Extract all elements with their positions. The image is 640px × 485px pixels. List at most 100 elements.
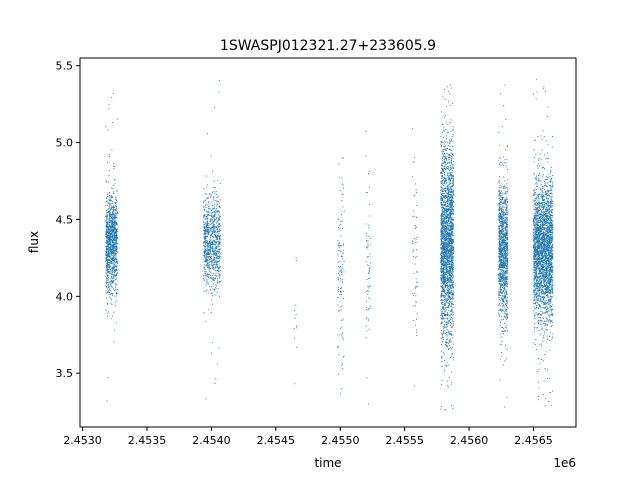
data-point xyxy=(206,265,208,267)
data-point xyxy=(507,314,509,316)
data-point xyxy=(445,340,447,342)
data-point xyxy=(204,232,206,234)
data-point xyxy=(204,267,206,269)
data-point xyxy=(445,333,447,335)
data-point xyxy=(414,183,416,185)
data-point xyxy=(446,254,448,256)
data-point xyxy=(441,169,443,171)
data-point xyxy=(448,249,450,251)
data-point xyxy=(113,192,115,194)
data-point xyxy=(203,290,205,292)
data-point xyxy=(442,235,444,237)
data-point xyxy=(206,232,208,235)
data-point xyxy=(205,260,207,262)
data-point xyxy=(107,247,109,249)
data-point xyxy=(213,191,215,193)
data-point xyxy=(214,216,216,218)
data-point xyxy=(444,204,446,206)
data-point xyxy=(215,233,217,235)
data-point xyxy=(341,157,343,159)
data-point xyxy=(449,249,452,251)
data-point xyxy=(206,224,209,226)
data-point xyxy=(205,210,207,212)
data-point xyxy=(113,244,115,246)
data-point xyxy=(210,195,212,197)
data-point xyxy=(213,106,216,108)
data-point xyxy=(218,276,220,278)
data-point xyxy=(209,275,212,277)
data-point xyxy=(446,153,448,155)
data-point xyxy=(338,287,340,289)
data-point xyxy=(447,282,449,284)
data-point xyxy=(210,155,212,157)
data-point xyxy=(115,244,117,246)
data-point xyxy=(447,132,449,134)
data-point xyxy=(212,283,214,285)
data-point xyxy=(206,273,208,275)
data-point xyxy=(443,259,445,261)
data-point xyxy=(414,225,416,227)
data-point xyxy=(217,219,219,221)
data-point xyxy=(440,270,442,272)
data-point xyxy=(213,251,215,253)
data-point xyxy=(113,267,115,269)
data-point xyxy=(441,255,444,257)
data-point xyxy=(443,153,445,155)
data-point xyxy=(204,241,206,243)
data-point xyxy=(448,277,450,279)
data-point xyxy=(442,241,444,243)
data-point xyxy=(212,196,215,198)
data-point xyxy=(107,282,109,284)
data-point xyxy=(452,232,454,234)
data-point xyxy=(442,299,444,302)
data-point xyxy=(211,280,213,282)
data-point xyxy=(446,268,448,270)
data-point xyxy=(214,247,216,249)
data-point xyxy=(447,245,449,247)
data-point xyxy=(209,221,211,223)
data-point xyxy=(204,252,206,254)
data-point xyxy=(212,228,214,230)
data-point xyxy=(452,283,454,285)
data-point xyxy=(205,175,207,177)
data-point xyxy=(215,284,217,286)
data-point xyxy=(441,189,443,191)
data-point xyxy=(450,160,452,162)
data-point xyxy=(444,271,446,273)
data-point xyxy=(441,248,443,251)
data-point xyxy=(443,283,445,285)
data-point xyxy=(441,290,443,292)
data-point xyxy=(105,285,107,288)
data-point xyxy=(447,295,449,297)
data-point xyxy=(367,240,369,242)
data-point xyxy=(219,229,221,231)
data-point xyxy=(209,228,211,230)
data-point xyxy=(209,240,211,242)
data-point xyxy=(443,161,445,163)
data-point xyxy=(448,272,450,274)
data-point xyxy=(450,239,452,241)
data-point xyxy=(110,261,112,264)
data-point xyxy=(449,318,451,320)
data-point xyxy=(111,294,113,296)
data-point xyxy=(106,315,108,317)
data-point xyxy=(206,221,208,223)
data-point xyxy=(114,216,116,218)
data-point xyxy=(452,359,454,361)
data-point xyxy=(451,204,454,206)
data-point xyxy=(108,285,110,288)
data-point xyxy=(113,207,115,209)
data-point xyxy=(450,322,452,325)
data-point xyxy=(413,161,415,163)
data-point xyxy=(450,250,452,252)
data-point xyxy=(113,229,115,231)
data-point xyxy=(211,243,213,245)
data-point xyxy=(203,233,205,235)
data-point xyxy=(218,200,220,202)
data-point xyxy=(440,196,442,198)
data-point xyxy=(415,318,418,320)
data-point xyxy=(110,270,112,272)
data-point xyxy=(219,238,221,241)
data-point xyxy=(440,189,442,191)
data-point xyxy=(106,248,108,250)
